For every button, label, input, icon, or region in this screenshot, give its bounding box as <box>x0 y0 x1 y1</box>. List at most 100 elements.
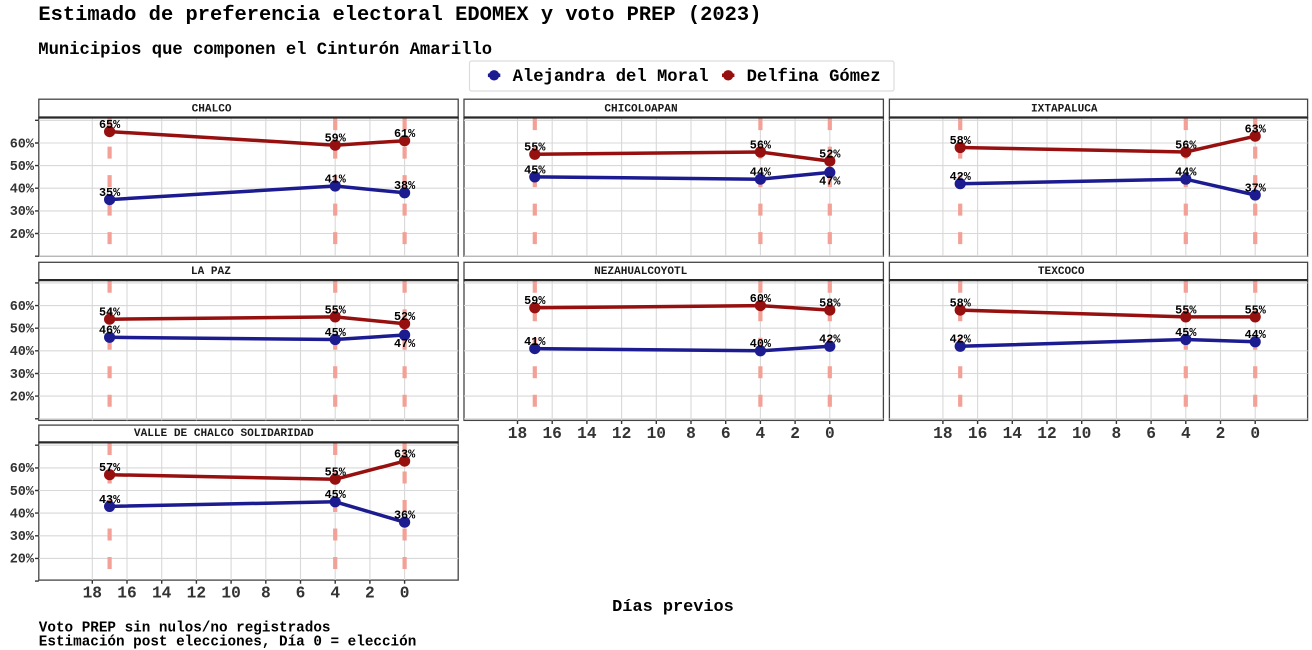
svg-text:NEZAHUALCOYOTL: NEZAHUALCOYOTL <box>594 266 688 278</box>
svg-text:45%: 45% <box>1175 326 1197 340</box>
svg-text:VALLE DE CHALCO SOLIDARIDAD: VALLE DE CHALCO SOLIDARIDAD <box>134 428 314 440</box>
svg-text:20%: 20% <box>10 390 35 405</box>
svg-text:55%: 55% <box>1245 303 1267 317</box>
svg-text:42%: 42% <box>950 333 972 347</box>
svg-text:55%: 55% <box>325 466 347 480</box>
svg-text:50%: 50% <box>10 323 35 338</box>
svg-text:8: 8 <box>261 585 271 603</box>
svg-text:37%: 37% <box>1245 181 1267 195</box>
svg-text:CHALCO: CHALCO <box>192 103 232 115</box>
svg-text:58%: 58% <box>950 134 972 148</box>
svg-text:0: 0 <box>400 585 410 603</box>
svg-text:45%: 45% <box>325 488 347 502</box>
svg-text:CHICOLOAPAN: CHICOLOAPAN <box>604 103 677 115</box>
svg-text:16: 16 <box>117 585 136 603</box>
svg-text:30%: 30% <box>10 205 35 220</box>
svg-text:42%: 42% <box>950 170 972 184</box>
svg-text:56%: 56% <box>750 138 772 152</box>
svg-text:10: 10 <box>1072 425 1091 443</box>
svg-text:4: 4 <box>1181 425 1191 443</box>
svg-text:2: 2 <box>1216 425 1226 443</box>
svg-text:LA PAZ: LA PAZ <box>191 266 231 278</box>
svg-text:TEXCOCO: TEXCOCO <box>1038 266 1085 278</box>
svg-text:4: 4 <box>330 585 340 603</box>
svg-text:Estimación post elecciones, Dí: Estimación post elecciones, Día 0 = elec… <box>39 634 417 650</box>
svg-text:20%: 20% <box>10 553 35 568</box>
svg-text:16: 16 <box>968 425 987 443</box>
svg-text:8: 8 <box>1112 425 1122 443</box>
svg-text:6: 6 <box>296 585 306 603</box>
svg-text:57%: 57% <box>99 461 121 475</box>
svg-text:50%: 50% <box>10 485 35 500</box>
svg-text:55%: 55% <box>1175 303 1197 317</box>
svg-text:4: 4 <box>756 425 766 443</box>
svg-text:12: 12 <box>1037 425 1056 443</box>
svg-text:47%: 47% <box>394 337 416 351</box>
svg-text:60%: 60% <box>10 300 35 315</box>
svg-text:30%: 30% <box>10 368 35 383</box>
svg-text:2: 2 <box>790 425 800 443</box>
svg-text:0: 0 <box>1250 425 1260 443</box>
svg-text:45%: 45% <box>524 163 546 177</box>
svg-text:Voto PREP sin nulos/no registr: Voto PREP sin nulos/no registrados <box>39 620 331 636</box>
svg-text:42%: 42% <box>819 333 841 347</box>
svg-text:56%: 56% <box>1175 138 1197 152</box>
svg-text:38%: 38% <box>394 179 416 193</box>
svg-text:46%: 46% <box>99 324 121 338</box>
svg-text:18: 18 <box>933 425 952 443</box>
svg-text:18: 18 <box>508 425 527 443</box>
svg-text:52%: 52% <box>394 310 416 324</box>
svg-text:52%: 52% <box>819 148 841 162</box>
svg-text:41%: 41% <box>524 335 546 349</box>
svg-text:54%: 54% <box>99 306 121 320</box>
svg-text:30%: 30% <box>10 530 35 545</box>
svg-text:44%: 44% <box>750 166 772 180</box>
svg-text:40%: 40% <box>750 337 772 351</box>
svg-text:6: 6 <box>721 425 731 443</box>
svg-text:60%: 60% <box>750 292 772 306</box>
svg-text:14: 14 <box>577 425 597 443</box>
svg-text:63%: 63% <box>394 448 416 462</box>
svg-text:14: 14 <box>1003 425 1023 443</box>
svg-text:45%: 45% <box>325 326 347 340</box>
svg-text:40%: 40% <box>10 183 35 198</box>
svg-text:44%: 44% <box>1245 328 1267 342</box>
svg-text:65%: 65% <box>99 118 121 132</box>
svg-text:10: 10 <box>221 585 240 603</box>
svg-text:10: 10 <box>647 425 666 443</box>
svg-text:2: 2 <box>365 585 375 603</box>
svg-text:41%: 41% <box>325 172 347 186</box>
svg-text:40%: 40% <box>10 345 35 360</box>
svg-text:8: 8 <box>686 425 696 443</box>
svg-text:12: 12 <box>187 585 206 603</box>
svg-text:36%: 36% <box>394 509 416 523</box>
svg-text:IXTAPALUCA: IXTAPALUCA <box>1031 103 1098 115</box>
svg-text:20%: 20% <box>10 228 35 243</box>
svg-text:61%: 61% <box>394 127 416 141</box>
svg-text:14: 14 <box>152 585 172 603</box>
svg-text:0: 0 <box>825 425 835 443</box>
svg-text:63%: 63% <box>1245 123 1267 137</box>
svg-text:43%: 43% <box>99 493 121 507</box>
svg-text:59%: 59% <box>524 294 546 308</box>
svg-text:6: 6 <box>1146 425 1156 443</box>
svg-text:12: 12 <box>612 425 631 443</box>
svg-text:Estimado de preferencia electo: Estimado de preferencia electoral EDOMEX… <box>38 4 761 27</box>
svg-text:60%: 60% <box>10 137 35 152</box>
svg-text:44%: 44% <box>1175 166 1197 180</box>
svg-text:16: 16 <box>542 425 561 443</box>
svg-text:55%: 55% <box>524 141 546 155</box>
svg-text:50%: 50% <box>10 160 35 175</box>
svg-text:35%: 35% <box>99 186 121 200</box>
svg-text:40%: 40% <box>10 507 35 522</box>
svg-text:58%: 58% <box>950 297 972 311</box>
svg-text:59%: 59% <box>325 132 347 146</box>
svg-text:60%: 60% <box>10 462 35 477</box>
svg-text:Días previos: Días previos <box>612 598 734 617</box>
svg-text:55%: 55% <box>325 303 347 317</box>
svg-text:18: 18 <box>83 585 102 603</box>
svg-text:47%: 47% <box>819 175 841 189</box>
svg-text:58%: 58% <box>819 297 841 311</box>
svg-text:Delfina Gómez: Delfina Gómez <box>747 68 881 87</box>
svg-text:Alejandra del Moral: Alejandra del Moral <box>513 68 709 87</box>
